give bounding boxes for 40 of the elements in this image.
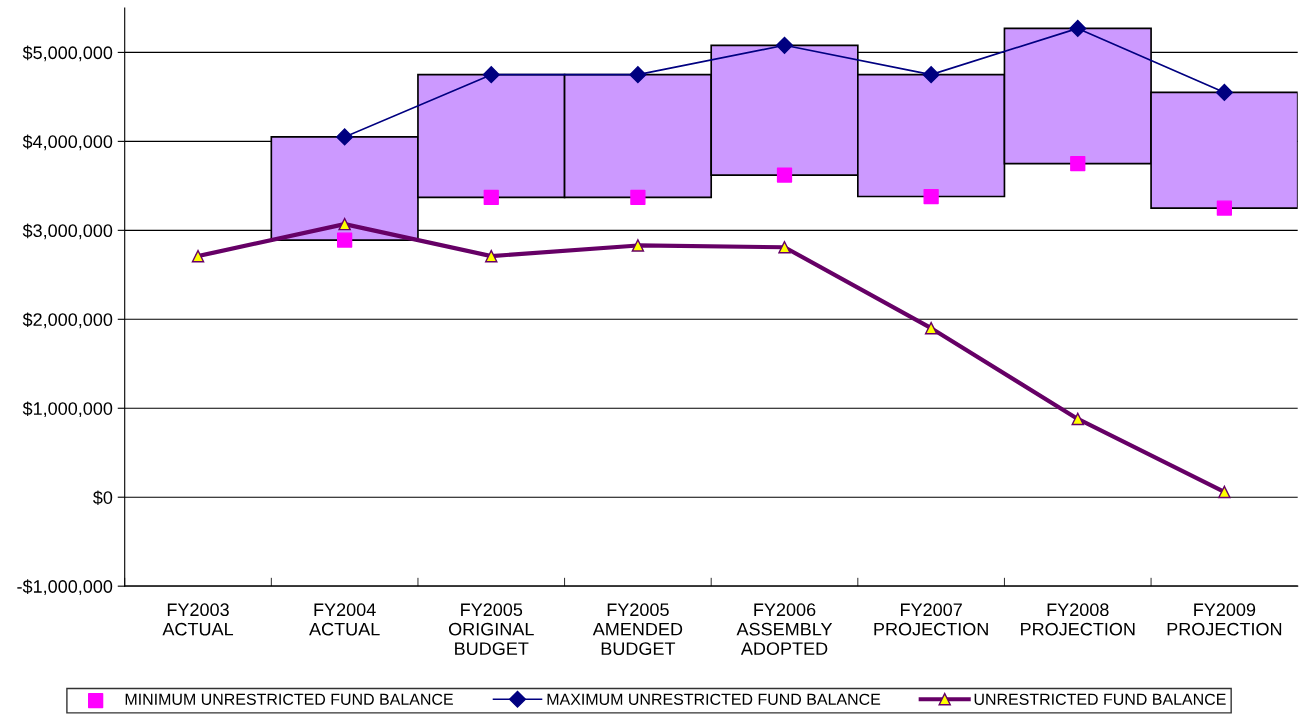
y-tick-label: $4,000,000 <box>22 134 113 151</box>
point <box>338 217 351 231</box>
point <box>337 232 353 248</box>
legend-label: MINIMUM UNRESTRICTED FUND BALANCE <box>125 693 453 705</box>
x-tick-label: FY2006 ASSEMBLY ADOPTED <box>736 603 833 655</box>
point <box>778 240 791 254</box>
point <box>482 66 500 84</box>
point <box>1069 19 1087 37</box>
x-tick-label: FY2005 AMENDED BUDGET <box>592 603 683 655</box>
point <box>483 189 499 206</box>
point <box>631 239 645 252</box>
legend-label: UNRESTRICTED FUND BALANCE <box>974 693 1226 705</box>
y-tick-label: -$1,000,000 <box>17 579 113 596</box>
point <box>775 36 794 54</box>
y-tick-label: $1,000,000 <box>22 401 113 418</box>
x-tick-label: FY2005 ORIGINAL BUDGET <box>448 603 534 655</box>
point <box>1218 485 1231 499</box>
y-tick-label: $0 <box>93 490 113 506</box>
point <box>191 249 205 263</box>
point <box>336 128 354 146</box>
y-tick-label: $3,000,000 <box>22 223 113 240</box>
x-tick-label: FY2004 ACTUAL <box>309 603 380 636</box>
x-tick-label: FY2003 ACTUAL <box>162 603 234 636</box>
point <box>1215 83 1233 101</box>
point <box>922 66 940 84</box>
point <box>1070 155 1086 172</box>
y-tick-label: $5,000,000 <box>22 45 113 62</box>
legend-label: MAXIMUM UNRESTRICTED FUND BALANCE <box>547 693 881 705</box>
point <box>776 167 793 183</box>
point <box>924 321 938 335</box>
point <box>485 249 498 263</box>
x-tick-label: FY2009 PROJECTION <box>1167 603 1282 636</box>
point <box>1071 412 1085 426</box>
x-tick-label: FY2007 PROJECTION <box>874 603 988 636</box>
x-tick-label: FY2008 PROJECTION <box>1021 603 1135 636</box>
point <box>923 188 939 205</box>
point <box>1216 200 1233 216</box>
point <box>629 66 647 84</box>
y-tick-label: $2,000,000 <box>22 312 113 329</box>
point <box>630 189 646 206</box>
